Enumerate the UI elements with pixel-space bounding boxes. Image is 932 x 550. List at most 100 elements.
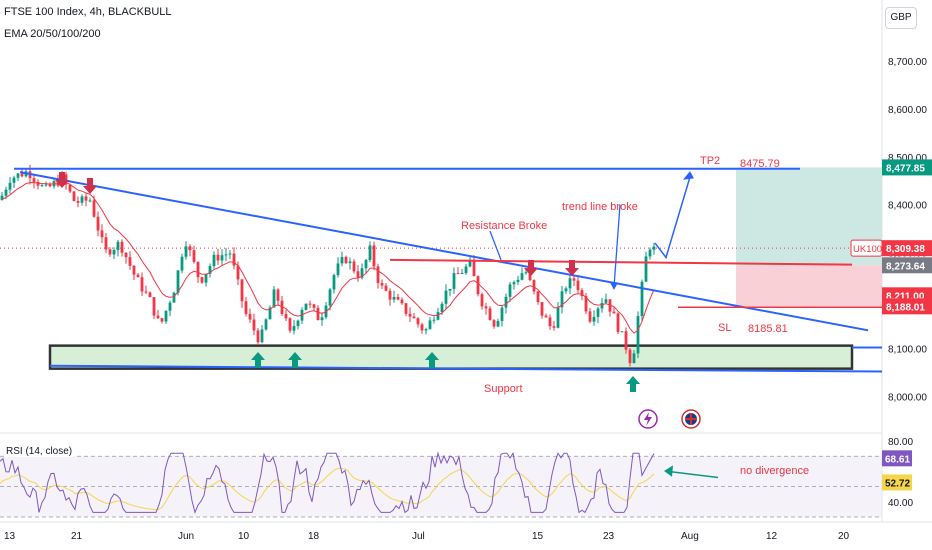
green-up-arrow-icon (288, 352, 302, 368)
candle-body (152, 297, 156, 316)
candle-body (600, 302, 604, 309)
candle-body (424, 329, 428, 331)
candle-body (192, 250, 196, 262)
price-badge-text: 8,188.01 (886, 302, 925, 313)
candle-body (548, 317, 552, 327)
candle-body (544, 315, 548, 318)
price-badge-text: 8,477.85 (886, 163, 925, 174)
candle-body (560, 291, 564, 308)
candle-body (564, 288, 568, 292)
candle-body (512, 282, 516, 285)
time-tick-label: 10 (238, 531, 250, 542)
candle-body (200, 277, 204, 283)
candle-body (64, 174, 68, 185)
price-tick-label: 8,600.00 (888, 105, 927, 116)
candle-body (228, 253, 232, 255)
candle-body (20, 173, 24, 177)
candle-body (140, 277, 144, 292)
rsi-tick-label: 80.00 (888, 437, 913, 448)
candle-body (336, 263, 340, 276)
candle-body (176, 270, 180, 293)
candle-body (408, 313, 412, 317)
rsi-legend[interactable]: RSI (14, close) (4, 446, 75, 457)
candle-body (224, 254, 228, 256)
candle-body (76, 201, 80, 203)
currency-button[interactable]: GBP (885, 7, 917, 29)
candle-body (0, 195, 4, 200)
candle-body (36, 181, 40, 186)
candle-body (8, 182, 12, 190)
candle-body (276, 289, 280, 301)
price-badge-text: 8,273.64 (886, 261, 925, 272)
time-tick-label: 15 (532, 531, 544, 542)
candle-body (252, 319, 256, 331)
candle-body (616, 313, 620, 333)
support-box (48, 344, 854, 370)
candle-body (116, 241, 120, 250)
candle-body (532, 280, 536, 292)
candle-body (72, 191, 76, 202)
projection-path (654, 176, 691, 260)
candle-body (360, 268, 364, 278)
green-up-arrow-icon (251, 352, 265, 368)
time-tick-label: Jun (178, 531, 194, 542)
candle-body (124, 252, 128, 258)
candle-body (204, 273, 208, 283)
candle-body (312, 304, 316, 308)
red-down-arrow-icon (524, 260, 538, 276)
candle-body (188, 246, 192, 251)
candle-body (508, 284, 512, 297)
candle-body (524, 272, 528, 274)
candle-body (268, 307, 272, 320)
time-tick-label: 12 (766, 531, 778, 542)
candle-body (216, 254, 220, 261)
green-up-arrow-icon (626, 376, 640, 392)
candle-body (412, 316, 416, 319)
candle-body (96, 216, 100, 231)
candle-body (148, 292, 152, 298)
indicator-legend[interactable]: EMA 20/50/100/200 (4, 28, 101, 40)
candle-body (180, 256, 184, 271)
candle-body (376, 266, 380, 283)
tp2-label: TP2 (700, 155, 720, 167)
candle-body (160, 318, 164, 322)
candle-body (196, 261, 200, 278)
candle-body (540, 302, 544, 316)
candle-body (528, 272, 532, 281)
divergence-arrowhead (664, 465, 673, 477)
candle-body (468, 259, 472, 267)
ema-line (1, 181, 655, 334)
candle-body (396, 296, 400, 300)
pointer-trendline (613, 204, 621, 288)
red-down-arrow-icon (83, 178, 97, 194)
rsi-line (0, 451, 655, 514)
tp2-value: 8475.79 (740, 158, 780, 170)
candle-body (436, 312, 440, 320)
candle-body (128, 257, 132, 266)
candle-body (156, 315, 160, 319)
candle-body (280, 300, 284, 314)
candle-body (4, 189, 8, 196)
red-down-arrow-icon (565, 260, 579, 276)
support-line-lower (49, 364, 883, 373)
red-down-arrow-icon (55, 172, 69, 188)
candle-body (480, 294, 484, 307)
rsi-value-text: 68.61 (885, 454, 910, 465)
pointer-resistance (489, 230, 502, 261)
symbol-title[interactable]: FTSE 100 Index, 4h, BLACKBULL (4, 6, 172, 18)
price-tick-label: 8,400.00 (888, 201, 927, 212)
price-badge (882, 240, 932, 257)
time-tick-label: Jul (412, 531, 425, 542)
rsi-value-badge (882, 450, 912, 467)
rsi-pane: no divergence (0, 451, 882, 518)
candle-body (488, 308, 492, 321)
candle-body (172, 292, 176, 303)
candle-body (620, 331, 624, 333)
candle-body (388, 290, 392, 300)
time-tick-label: 20 (838, 531, 850, 542)
stop-loss-zone (736, 265, 882, 307)
price-tick-label: 8,000.00 (888, 392, 927, 403)
candle-body (40, 185, 44, 187)
candle-body (88, 200, 92, 202)
